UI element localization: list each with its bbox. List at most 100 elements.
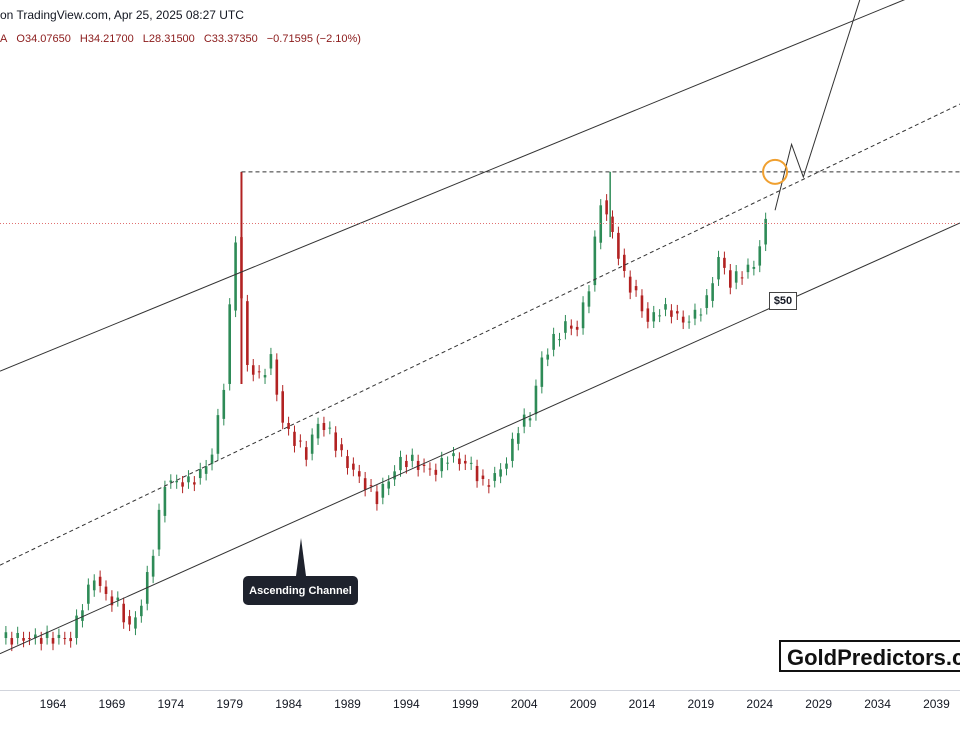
x-tick-label: 1969 [99,697,126,711]
candle-body [28,638,31,640]
candle-body [357,471,361,477]
candle-body [304,447,308,460]
candle-body [440,458,444,472]
candle-body [110,596,114,606]
candle-body [528,418,532,421]
candle-body [287,422,290,429]
candle-body [446,462,449,464]
candle-body [257,371,261,373]
candle-body [752,266,756,269]
candle-body [16,632,19,639]
candle-body [628,276,632,293]
candle-body [151,555,155,577]
candle-body [552,333,555,350]
prefix: A [0,33,8,45]
candle-body [222,389,226,419]
x-tick-label: 1979 [216,697,243,711]
candle-body [399,456,402,471]
channel-label-pointer [296,538,306,576]
candle-body [210,454,214,464]
candle-body [140,605,143,617]
source-line: on TradingView.com, Apr 25, 2025 08:27 U… [0,8,244,22]
candle-body [422,464,426,466]
candle-body [116,597,120,601]
candle-body [705,295,709,308]
candle-body [634,286,638,291]
candle-body [181,482,184,487]
candle-body [575,326,579,330]
candle-body [740,277,744,279]
candle-body [163,486,167,516]
candle-body [729,270,732,288]
candle-body [39,638,43,644]
candle-body [475,465,479,482]
candle-body [516,433,520,444]
candle-body [540,357,544,387]
candle-body [693,309,697,319]
candle-body [22,638,25,641]
ohlc-line: A O34.07650 H34.21700 L28.31500 C33.3735… [0,33,367,45]
candle-body [717,257,720,280]
candle-body [687,321,691,323]
candle-body [375,491,379,505]
candle-body [134,617,137,629]
candle-body [187,476,190,483]
candle-body [410,454,414,461]
x-axis-ticks: 1964 1969 1974 1979 1984 1989 1994 1999 2004 2009… [40,697,950,711]
candle-body [334,432,338,451]
x-tick-label: 2039 [923,697,950,711]
candle-body [522,414,526,427]
candle-body [198,469,202,479]
candle-body [405,460,408,468]
candle-body [469,462,473,464]
candle-body [269,354,273,369]
candle-body [434,469,438,475]
candle-body [511,438,514,461]
candle-body [75,615,78,639]
candle-body [546,354,550,360]
channel-lower-line [0,222,960,655]
candle-body [57,634,61,639]
candle-body [558,339,561,341]
channel-mid-line [0,103,960,566]
candle-body [493,473,497,481]
x-tick-label: 1989 [334,697,361,711]
candle-body [63,638,67,640]
candle-body [281,391,284,423]
candle-body [157,509,161,550]
candle-body [45,631,49,639]
candle-body [251,365,255,375]
candle-body [569,325,573,329]
candle-body [599,205,603,243]
candle-body [352,463,355,470]
candle-body [564,321,567,333]
candle-body [605,200,608,215]
candle-body [611,216,614,232]
x-tick-label: 2029 [805,697,832,711]
overlays-group [0,0,960,655]
candles-group [4,171,767,652]
x-tick-label: 1984 [275,697,302,711]
candle-body [316,423,320,439]
candle-body [363,478,367,490]
x-tick-label: 1964 [40,697,67,711]
candle-body [293,431,296,446]
candle-body [10,638,14,645]
x-tick-label: 2004 [511,697,538,711]
candle-body [340,444,343,451]
candle-body [122,603,125,623]
candle-body [658,315,661,317]
candle-body [369,485,373,487]
close-value: C33.37350 [203,33,258,45]
chart-header: on TradingView.com, Apr 25, 2025 08:27 U… [0,0,960,50]
candle-body [69,638,72,642]
candle-body [458,458,461,465]
candle-body [670,310,673,317]
candle-body [169,480,173,483]
candle-body [128,616,131,625]
candle-body [746,264,750,273]
candle-body [310,434,314,454]
candle-body [487,485,491,487]
price-target-label: $50 [769,292,797,310]
candle-body [452,453,455,457]
